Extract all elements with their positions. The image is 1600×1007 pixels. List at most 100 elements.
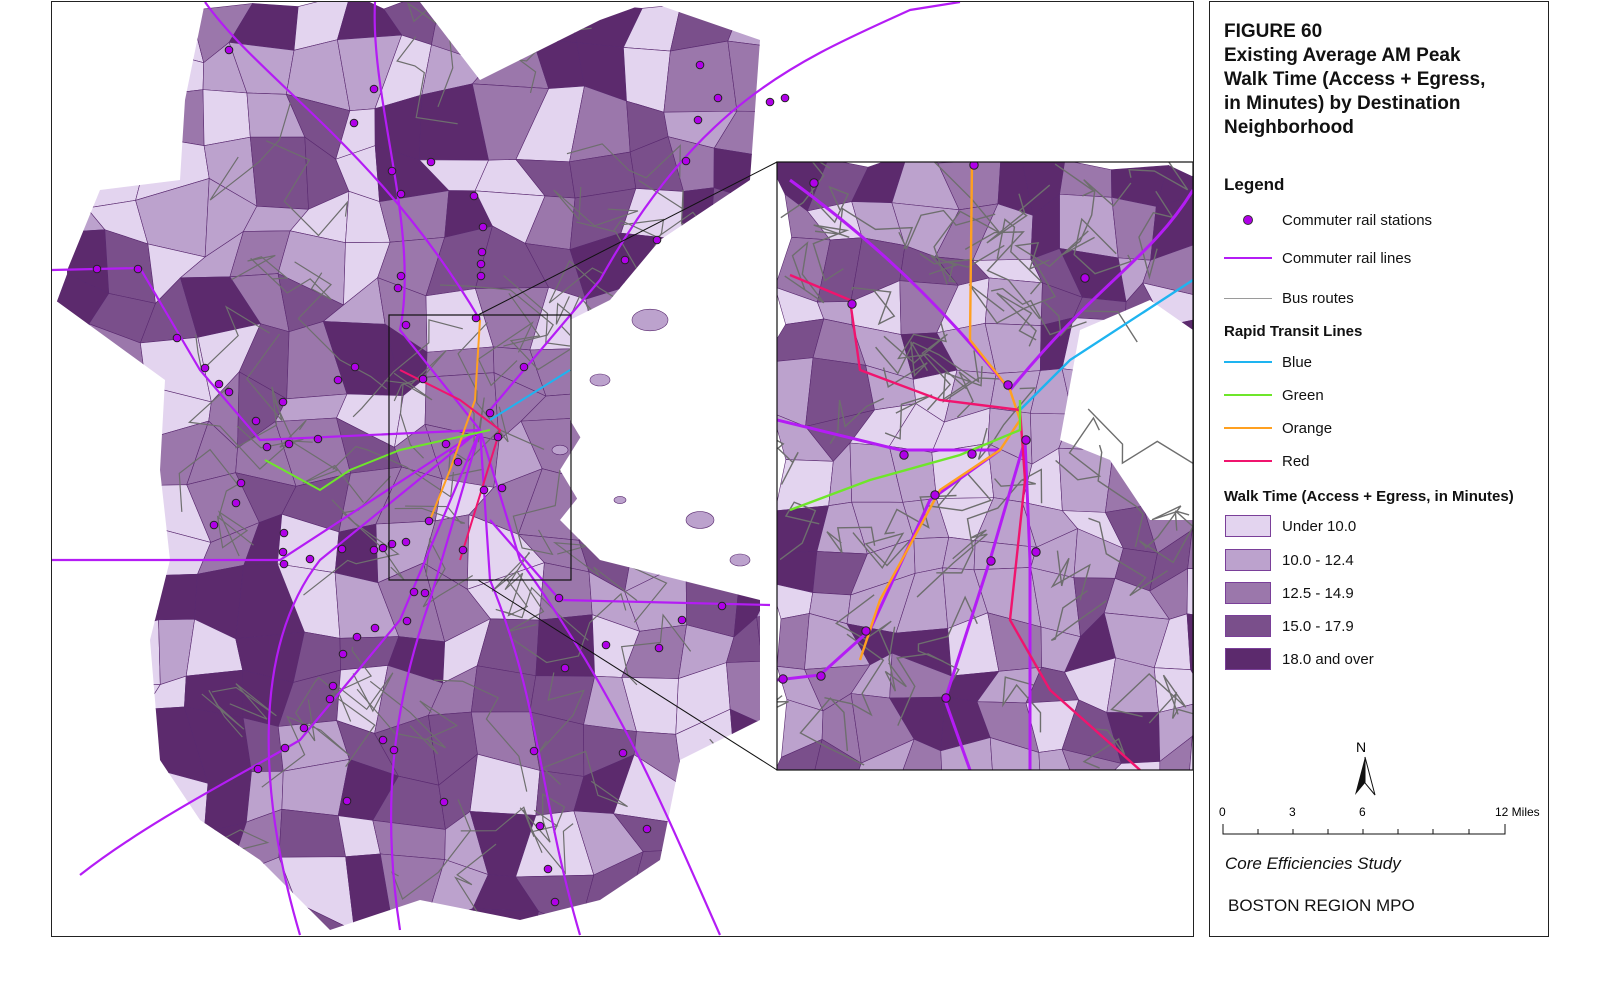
bus-route xyxy=(942,366,1000,403)
commuter-rail-station xyxy=(479,485,489,495)
commuter-rail-station xyxy=(378,543,388,553)
bus-route xyxy=(824,633,885,717)
walk-time-heading: Walk Time (Access + Egress, in Minutes) xyxy=(1224,488,1514,505)
bus-route xyxy=(851,286,896,326)
commuter-rail-station xyxy=(133,264,143,274)
commuter-rail-station xyxy=(535,821,545,831)
commuter-rail-station xyxy=(224,45,234,55)
commuter-rail-station xyxy=(458,545,468,555)
neighborhood-polygon xyxy=(767,909,836,936)
map-frame xyxy=(51,0,1194,937)
orange-line-icon xyxy=(1224,427,1272,429)
bus-route xyxy=(356,680,446,749)
red-line-icon xyxy=(1224,460,1272,462)
commuter-rail-station xyxy=(695,60,705,70)
neighborhood-polygon xyxy=(723,303,760,346)
neighborhood-polygon xyxy=(777,613,810,670)
north-label: N xyxy=(1356,739,1367,755)
neighborhood-polygon xyxy=(1186,613,1193,671)
bus-route xyxy=(352,319,463,418)
bus-route xyxy=(178,448,239,521)
neighborhood-polygon xyxy=(55,128,88,209)
commuter-rail-station xyxy=(279,559,289,569)
neighborhood-polygon xyxy=(770,761,834,833)
neighborhood-polygon xyxy=(664,819,741,866)
commuter-rail-station xyxy=(554,593,564,603)
neighborhood-polygon xyxy=(92,2,164,53)
bus-route xyxy=(447,429,545,477)
commuter-rail-station xyxy=(1080,273,1090,283)
scale-label: 0 xyxy=(1219,805,1226,819)
commuter-rail-station xyxy=(349,118,359,128)
commuter-rail-station xyxy=(284,439,294,449)
bus-route xyxy=(812,224,850,282)
title-line: in Minutes) by Destination xyxy=(1224,93,1461,114)
neighborhood-polygon xyxy=(777,459,834,512)
legend-class: 12.5 - 14.9 xyxy=(1224,580,1354,606)
bus-route xyxy=(799,697,865,766)
neighborhood-polygon xyxy=(660,239,735,307)
neighborhood-polygon xyxy=(85,94,164,138)
commuter-rail-station xyxy=(986,556,996,566)
neighborhood-polygon xyxy=(806,797,850,847)
figure-title: FIGURE 60 Existing Average AM Peak Walk … xyxy=(1224,20,1534,140)
bus-route xyxy=(977,387,1037,460)
commuter-rail-station xyxy=(1003,380,1013,390)
neighborhood-polygon xyxy=(1061,748,1122,770)
neighborhood-polygon xyxy=(710,903,760,930)
neighborhood-polygon xyxy=(55,870,117,919)
bus-route xyxy=(294,261,388,390)
bus-route xyxy=(779,501,820,561)
bus-route xyxy=(986,184,1051,244)
commuter-rail-line xyxy=(52,429,481,562)
bus-route xyxy=(231,254,289,281)
neighborhood-polygon xyxy=(532,2,578,44)
commuter-rail-station xyxy=(899,450,909,460)
neighborhood-polygon xyxy=(202,89,251,147)
commuter-rail-station xyxy=(420,588,430,598)
title-line: Neighborhood xyxy=(1224,117,1354,138)
legend-label: Green xyxy=(1282,386,1324,404)
neighborhood-polygon xyxy=(1187,796,1193,843)
neighborhood-polygon xyxy=(725,616,760,663)
rapid-transit-line xyxy=(399,369,502,561)
neighborhood-polygon xyxy=(55,98,101,138)
neighborhood-polygon xyxy=(538,562,593,621)
neighborhood-polygon xyxy=(55,514,116,587)
neighborhood-polygon xyxy=(111,811,165,872)
bus-route xyxy=(519,793,566,843)
neighborhood-polygon xyxy=(149,899,195,930)
bus-route xyxy=(477,321,534,387)
legend-label: Commuter rail lines xyxy=(1282,249,1412,267)
commuter-rail-station xyxy=(778,674,788,684)
commuter-rail-station xyxy=(529,746,539,756)
bus-route xyxy=(333,672,394,722)
neighborhood-polygon xyxy=(55,801,117,878)
bus-route xyxy=(295,676,340,742)
swatch xyxy=(1225,515,1271,537)
neighborhood-polygon xyxy=(55,42,101,105)
bus-route xyxy=(1144,505,1182,549)
neighborhood-polygon xyxy=(777,357,814,427)
commuter-rail-station xyxy=(809,178,819,188)
bus-route xyxy=(916,529,988,598)
neighborhood-polygon xyxy=(472,908,539,930)
bus-route xyxy=(883,333,952,411)
commuter-rail-station xyxy=(200,363,210,373)
swatch xyxy=(1225,648,1271,670)
commuter-rail-station xyxy=(418,374,428,384)
neighborhood-polygon xyxy=(902,738,942,770)
neighborhood-polygon xyxy=(1159,735,1193,770)
neighborhood-polygon xyxy=(55,634,105,687)
bus-route xyxy=(852,532,911,570)
legend-green-line: Green xyxy=(1224,382,1324,408)
commuter-rail-station xyxy=(350,362,360,372)
commuter-rail-station xyxy=(328,681,338,691)
bus-route xyxy=(933,162,1001,285)
bus-route xyxy=(434,679,528,792)
neighborhood-polygon xyxy=(1186,568,1193,615)
bus-route xyxy=(495,586,589,641)
bus-route xyxy=(814,207,914,250)
commuter-rail-station xyxy=(713,93,723,103)
commuter-rail-station xyxy=(402,616,412,626)
